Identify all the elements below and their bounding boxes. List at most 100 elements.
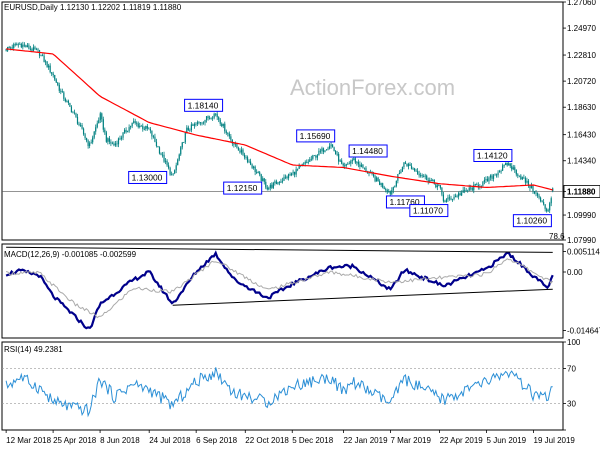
price-axis-label: 1.18630 [567,103,596,112]
current-price-label: 1.11880 [567,187,596,196]
price-candle [78,121,80,127]
price-candle [79,122,82,127]
price-candle [486,176,489,182]
price-candle [257,170,259,174]
price-candle [37,47,39,53]
price-candle [385,187,387,193]
price-candle [8,45,10,49]
price-candle [23,42,25,48]
price-candle [498,169,501,173]
fib-level-label: 78.6 [549,232,565,241]
price-candle [298,163,300,169]
rsi-line [5,367,553,418]
time-axis-label: 22 Jan 2019 [343,436,388,445]
price-candle [125,127,127,134]
price-candle [196,120,199,126]
price-candle [148,127,150,130]
price-candle [518,175,520,178]
price-panel-header: EURUSD,Daily 1.12130 1.12202 1.11819 1.1… [4,3,182,12]
price-candle [199,121,202,126]
price-candle [394,185,396,188]
price-candle [395,180,397,188]
price-candle [532,184,534,194]
price-candle [131,122,133,129]
price-candle [43,52,45,63]
price-candle [535,189,537,197]
price-candle [461,190,463,197]
price-candle [253,165,255,170]
price-candle [259,170,261,177]
price-candle [348,161,350,165]
price-candle [265,179,267,190]
price-candle [60,88,62,95]
price-candle [86,137,88,143]
price-candle [246,155,249,164]
price-candle [404,160,407,165]
price-axis-label: 1.07990 [567,236,596,245]
price-candle [538,193,540,200]
price-candle [234,141,237,147]
price-candle [444,199,446,203]
price-candle [102,116,104,133]
price-candle [154,133,156,143]
macd-panel-frame [1,243,564,339]
price-candle [17,42,19,48]
price-candle [48,63,50,70]
price-candle [46,61,48,68]
price-candle [73,109,76,115]
price-candle [177,158,179,166]
price-candle [403,162,405,170]
macd-axis-label: -0.014647 [567,327,600,336]
price-candle [424,173,426,180]
time-axis-label: 6 Sep 2018 [196,436,237,445]
time-axis-label: 12 Mar 2018 [6,436,51,445]
price-candle [227,132,229,137]
price-candle [423,174,425,178]
price-candle [505,162,507,166]
price-candle [526,177,528,184]
price-candle [230,134,232,143]
price-candle [407,162,410,170]
price-candle [243,152,246,160]
price-candle [436,183,438,191]
price-candle [456,194,458,198]
price-candle [212,116,214,121]
price-candle [104,127,106,135]
price-candle [195,122,197,127]
price-candle [34,45,36,50]
time-axis-label: 5 Dec 2018 [292,436,333,445]
price-candle [392,186,394,194]
price-candle [69,102,71,107]
price-candle [117,137,120,148]
price-candle [41,53,44,57]
price-candle [202,121,205,125]
price-candle [476,182,478,186]
price-candle [63,90,65,101]
price-candle [16,42,18,46]
price-candle [192,123,194,126]
time-axis-label: 5 Jun 2019 [487,436,527,445]
price-candle [341,158,343,165]
price-candle [55,78,57,84]
price-candle [494,173,496,176]
price-axis-label: 1.09990 [567,211,596,220]
price-candle [99,111,101,123]
price-candle [382,182,384,189]
price-candle [180,145,182,156]
price-candle [93,130,95,140]
price-candle [489,174,492,181]
price-candle [290,172,293,177]
price-candle [113,141,115,147]
price-candle [312,154,314,161]
price-candle [249,158,252,166]
rsi-panel-frame [1,341,564,431]
price-candle [213,112,215,120]
price-candle [339,159,341,162]
svg-text:1.11070: 1.11070 [413,206,443,216]
price-candle [328,143,331,150]
price-candle [512,164,514,171]
price-candle [66,99,68,103]
price-candle [322,147,325,155]
price-candle [171,171,173,176]
price-candle [442,192,445,203]
